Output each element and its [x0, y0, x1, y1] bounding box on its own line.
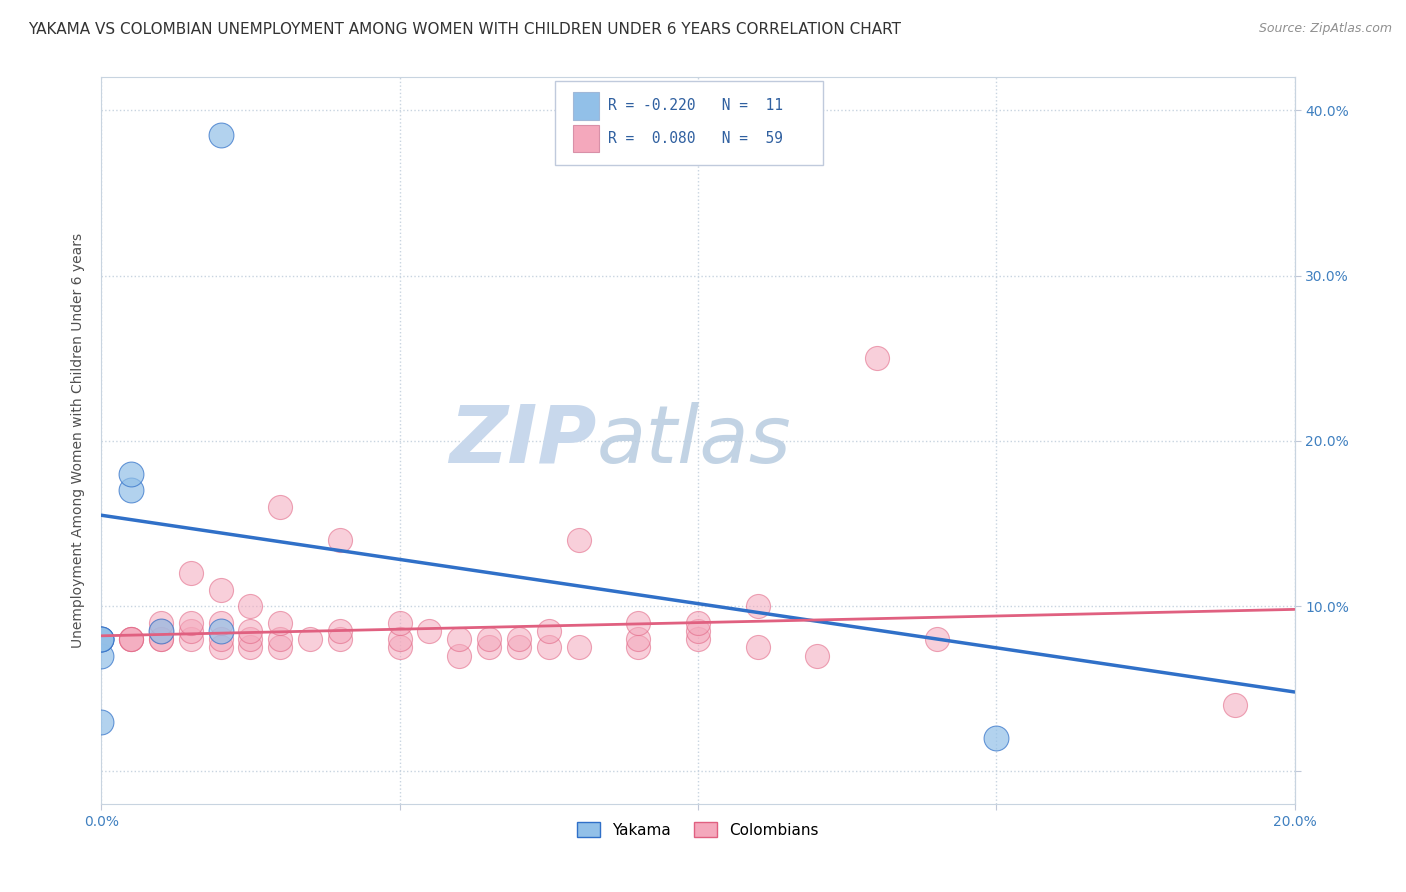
- Point: [269, 632, 291, 646]
- Text: ZIP: ZIP: [449, 402, 596, 480]
- Point: [508, 632, 530, 646]
- Point: [149, 632, 172, 646]
- Point: [239, 599, 262, 613]
- Point: [149, 615, 172, 630]
- Point: [747, 599, 769, 613]
- Text: R =  0.080   N =  59: R = 0.080 N = 59: [609, 131, 783, 146]
- Point: [508, 640, 530, 655]
- Point: [329, 624, 352, 638]
- Point: [627, 615, 650, 630]
- Point: [627, 640, 650, 655]
- Point: [1223, 698, 1246, 713]
- Point: [90, 632, 112, 646]
- Text: R = -0.220   N =  11: R = -0.220 N = 11: [609, 98, 783, 113]
- Point: [90, 632, 112, 646]
- Point: [418, 624, 440, 638]
- Point: [120, 632, 142, 646]
- Point: [269, 500, 291, 514]
- Point: [567, 533, 589, 547]
- Point: [747, 640, 769, 655]
- Point: [149, 624, 172, 638]
- Point: [90, 632, 112, 646]
- Point: [686, 632, 709, 646]
- Point: [209, 624, 232, 638]
- Point: [209, 615, 232, 630]
- Point: [149, 624, 172, 638]
- Point: [388, 615, 411, 630]
- Point: [986, 731, 1008, 746]
- Point: [925, 632, 948, 646]
- Y-axis label: Unemployment Among Women with Children Under 6 years: Unemployment Among Women with Children U…: [72, 234, 86, 648]
- Point: [806, 648, 828, 663]
- Point: [567, 640, 589, 655]
- Point: [329, 632, 352, 646]
- Point: [329, 533, 352, 547]
- Point: [120, 467, 142, 481]
- Point: [866, 351, 889, 366]
- Point: [180, 566, 202, 580]
- Point: [209, 128, 232, 143]
- Point: [686, 624, 709, 638]
- Point: [209, 582, 232, 597]
- Point: [478, 632, 501, 646]
- Text: YAKAMA VS COLOMBIAN UNEMPLOYMENT AMONG WOMEN WITH CHILDREN UNDER 6 YEARS CORRELA: YAKAMA VS COLOMBIAN UNEMPLOYMENT AMONG W…: [28, 22, 901, 37]
- Point: [537, 640, 560, 655]
- Point: [180, 615, 202, 630]
- Point: [239, 632, 262, 646]
- Point: [149, 632, 172, 646]
- Point: [90, 632, 112, 646]
- Point: [239, 640, 262, 655]
- Legend: Yakama, Colombians: Yakama, Colombians: [571, 815, 825, 844]
- Point: [90, 632, 112, 646]
- Point: [269, 640, 291, 655]
- Point: [627, 632, 650, 646]
- Point: [299, 632, 322, 646]
- Point: [478, 640, 501, 655]
- Text: atlas: atlas: [596, 402, 792, 480]
- Point: [90, 632, 112, 646]
- FancyBboxPatch shape: [572, 125, 599, 153]
- Point: [209, 632, 232, 646]
- Point: [90, 632, 112, 646]
- Point: [388, 632, 411, 646]
- Point: [180, 624, 202, 638]
- Point: [120, 632, 142, 646]
- Point: [449, 648, 471, 663]
- Point: [90, 632, 112, 646]
- Point: [269, 615, 291, 630]
- Point: [239, 624, 262, 638]
- Point: [90, 632, 112, 646]
- Point: [180, 632, 202, 646]
- Point: [537, 624, 560, 638]
- Point: [209, 640, 232, 655]
- Point: [686, 615, 709, 630]
- Text: Source: ZipAtlas.com: Source: ZipAtlas.com: [1258, 22, 1392, 36]
- FancyBboxPatch shape: [572, 92, 599, 120]
- Point: [90, 648, 112, 663]
- Point: [120, 632, 142, 646]
- Point: [449, 632, 471, 646]
- Point: [90, 714, 112, 729]
- FancyBboxPatch shape: [555, 81, 823, 165]
- Point: [120, 483, 142, 498]
- Point: [388, 640, 411, 655]
